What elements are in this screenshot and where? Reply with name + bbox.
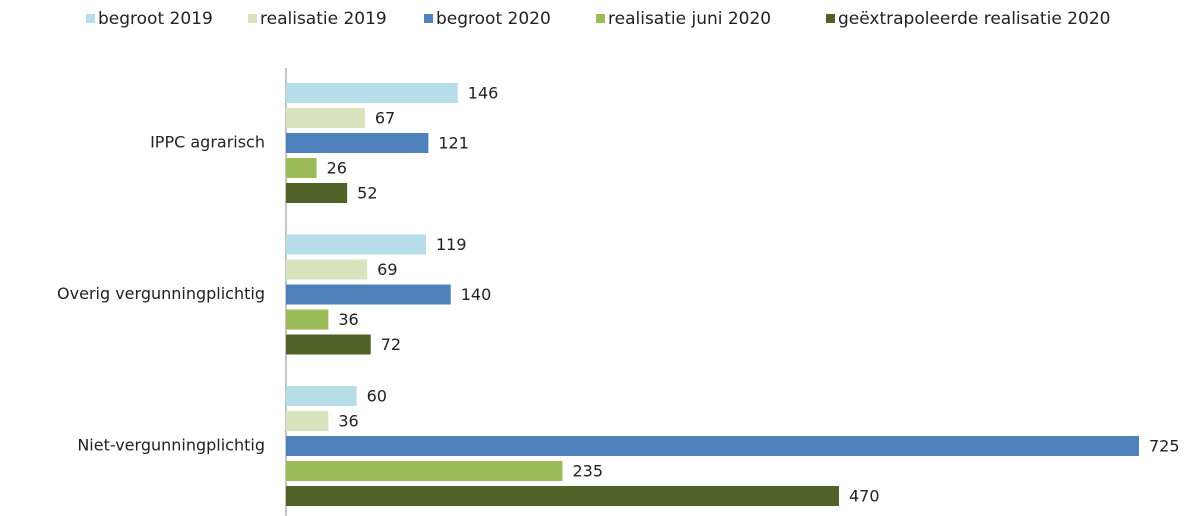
value-label: 36 bbox=[338, 310, 358, 329]
legend-swatch bbox=[86, 14, 95, 23]
bar bbox=[286, 259, 368, 280]
bar bbox=[286, 411, 329, 431]
category-label: IPPC agrarisch bbox=[150, 133, 265, 152]
bar bbox=[286, 284, 451, 305]
bar bbox=[286, 133, 429, 153]
value-label: 725 bbox=[1149, 437, 1180, 456]
bar bbox=[286, 436, 1139, 456]
value-label: 140 bbox=[461, 285, 492, 304]
legend-label: geëxtrapoleerde realisatie 2020 bbox=[838, 9, 1110, 29]
value-label: 52 bbox=[357, 184, 377, 203]
legend-label: begroot 2020 bbox=[436, 9, 551, 29]
bar bbox=[286, 183, 348, 203]
value-label: 121 bbox=[438, 134, 469, 153]
bar bbox=[286, 309, 329, 330]
legend-label: begroot 2019 bbox=[98, 9, 213, 29]
bar bbox=[286, 234, 427, 255]
bar bbox=[286, 461, 563, 481]
bar bbox=[286, 386, 357, 406]
value-label: 119 bbox=[436, 235, 467, 254]
legend-swatch bbox=[424, 14, 433, 23]
value-label: 36 bbox=[338, 412, 358, 431]
value-label: 26 bbox=[327, 159, 347, 178]
bar bbox=[286, 486, 839, 506]
legend-swatch bbox=[826, 14, 835, 23]
category-label: Niet-vergunningplichtig bbox=[77, 436, 265, 455]
value-label: 235 bbox=[572, 462, 603, 481]
legend-swatch bbox=[596, 14, 605, 23]
legend-label: realisatie juni 2020 bbox=[608, 9, 771, 29]
bar bbox=[286, 158, 317, 178]
legend-swatch bbox=[248, 14, 257, 23]
value-label: 69 bbox=[377, 260, 397, 279]
value-label: 146 bbox=[468, 84, 499, 103]
legend-label: realisatie 2019 bbox=[260, 9, 387, 29]
bar bbox=[286, 334, 371, 355]
value-label: 72 bbox=[381, 335, 401, 354]
bar bbox=[286, 83, 458, 103]
value-label: 60 bbox=[367, 387, 387, 406]
value-label: 470 bbox=[849, 487, 880, 506]
value-label: 67 bbox=[375, 109, 395, 128]
category-label: Overig vergunningplichtig bbox=[57, 284, 265, 303]
bar bbox=[286, 108, 365, 128]
